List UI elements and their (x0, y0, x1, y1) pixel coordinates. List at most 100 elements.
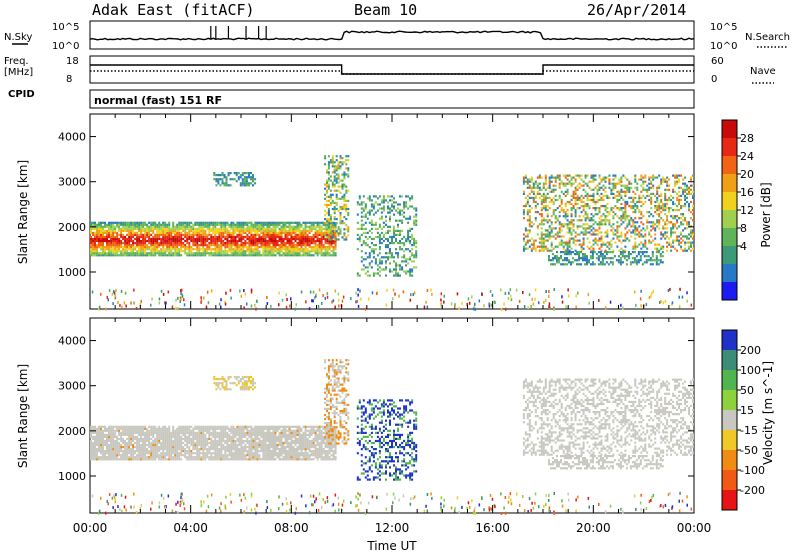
echo-cell-main (320, 248, 323, 251)
echo-cell-evening (684, 241, 687, 244)
echo-cell-main (146, 456, 149, 459)
echo-cell-main (226, 233, 229, 236)
echo-cell-main (254, 244, 257, 247)
echo-cell-arc (341, 207, 344, 211)
echo-cell-main (192, 223, 195, 226)
echo-cell-evening (620, 233, 623, 236)
echo-cell-evening (544, 235, 547, 238)
echo-cell-evening (592, 223, 595, 226)
echo-cell-evening (532, 198, 535, 202)
echo-cell-main (294, 250, 297, 253)
echo-cell-descent (415, 207, 418, 210)
echo-cell-arc (333, 207, 336, 211)
echo-cell-near (398, 294, 400, 298)
echo-cell-main (104, 427, 106, 430)
echo-cell-main (118, 446, 121, 449)
echo-cell-main (294, 235, 297, 239)
echo-cell-main (166, 237, 169, 241)
echo-cell-main (194, 242, 197, 245)
echo-cell-main (268, 242, 271, 245)
echo-cell-evening (566, 200, 569, 204)
echo-cell-main (298, 242, 301, 245)
echo-cell-main (120, 233, 123, 236)
echo-cell-evening (632, 247, 635, 250)
echo-cell-main (152, 246, 155, 249)
echo-cell-near (409, 298, 412, 302)
echo-cell-evening (624, 194, 627, 197)
echo-cell-evening (616, 198, 619, 202)
echo-cell-arc (329, 216, 332, 219)
echo-cell-main (192, 248, 195, 251)
echo-cell-main (248, 254, 251, 257)
echo-cell-evening (614, 182, 617, 185)
echo-cell-arc (329, 238, 332, 241)
echo-cell-main (144, 448, 147, 451)
echo-cell-main (300, 242, 303, 245)
echo-cell-evening-low (554, 255, 556, 258)
echo-cell-main (268, 229, 271, 232)
echo-cell-evening (668, 188, 671, 191)
echo-cell-main (206, 235, 209, 239)
echo-cell-evening (638, 211, 641, 214)
echo-cell-evening (592, 198, 595, 202)
echo-cell-main (246, 229, 249, 232)
echo-cell-main (220, 221, 223, 224)
echo-cell-main (298, 248, 301, 251)
echo-cell-main (104, 231, 106, 234)
echo-cell-evening (574, 190, 577, 193)
echo-cell-near (686, 299, 688, 303)
echo-cell-descent (376, 272, 379, 275)
echo-cell-near (250, 290, 253, 294)
echo-cell-main (176, 244, 179, 247)
echo-cell-main (90, 425, 92, 428)
echo-cell-main (202, 244, 205, 247)
echo-cell-main (208, 231, 211, 234)
echo-cell-main (160, 227, 163, 230)
echo-cell-main (128, 450, 131, 453)
echo-cell-evening (550, 245, 553, 248)
echo-cell-evening (680, 186, 683, 189)
echo-cell-evening (576, 202, 579, 206)
echo-cell-main (212, 239, 215, 243)
echo-cell-upper (241, 172, 244, 175)
echo-cell-descent (362, 223, 365, 226)
echo-cell-main (298, 221, 301, 224)
echo-cell-evening (606, 215, 609, 218)
echo-cell-main (138, 237, 141, 241)
echo-cell-main (316, 223, 319, 226)
echo-cell-main (168, 244, 171, 247)
echo-cell-main (320, 244, 323, 247)
echo-cell-evening (648, 178, 651, 181)
echo-cell-near (254, 303, 256, 307)
echo-cell-descent (356, 203, 359, 206)
echo-cell-arc (339, 228, 342, 231)
echo-cell-main (140, 242, 143, 245)
echo-cell-evening (644, 176, 647, 179)
echo-cell-main (162, 429, 165, 432)
echo-cell-main (286, 221, 289, 224)
echo-cell-main (308, 242, 311, 245)
echo-cell-main (96, 452, 98, 455)
echo-cell-descent (376, 235, 379, 239)
echo-cell-main (280, 254, 283, 257)
echo-cell-evening (604, 219, 607, 222)
echo-cell-main (140, 252, 143, 255)
echo-cell-evening (686, 184, 688, 187)
echo-cell-evening (550, 188, 553, 191)
echo-cell-main (146, 427, 149, 430)
echo-cell-evening (602, 243, 605, 246)
echo-cell-evening (564, 243, 567, 246)
echo-cell-main (126, 239, 129, 243)
echo-cell-main (330, 242, 333, 245)
echo-cell-main (246, 225, 249, 228)
echo-cell-main (154, 242, 157, 245)
echo-cell-main (272, 246, 275, 249)
echo-cell-descent (356, 227, 359, 230)
echo-cell-descent (382, 233, 385, 236)
echo-cell-main (200, 229, 203, 232)
echo-cell-evening (682, 219, 685, 222)
echo-cell-near (135, 307, 138, 310)
echo-cell-evening-low (607, 257, 610, 260)
echo-cell-evening-low (603, 255, 606, 258)
echo-cell-evening (654, 211, 657, 214)
